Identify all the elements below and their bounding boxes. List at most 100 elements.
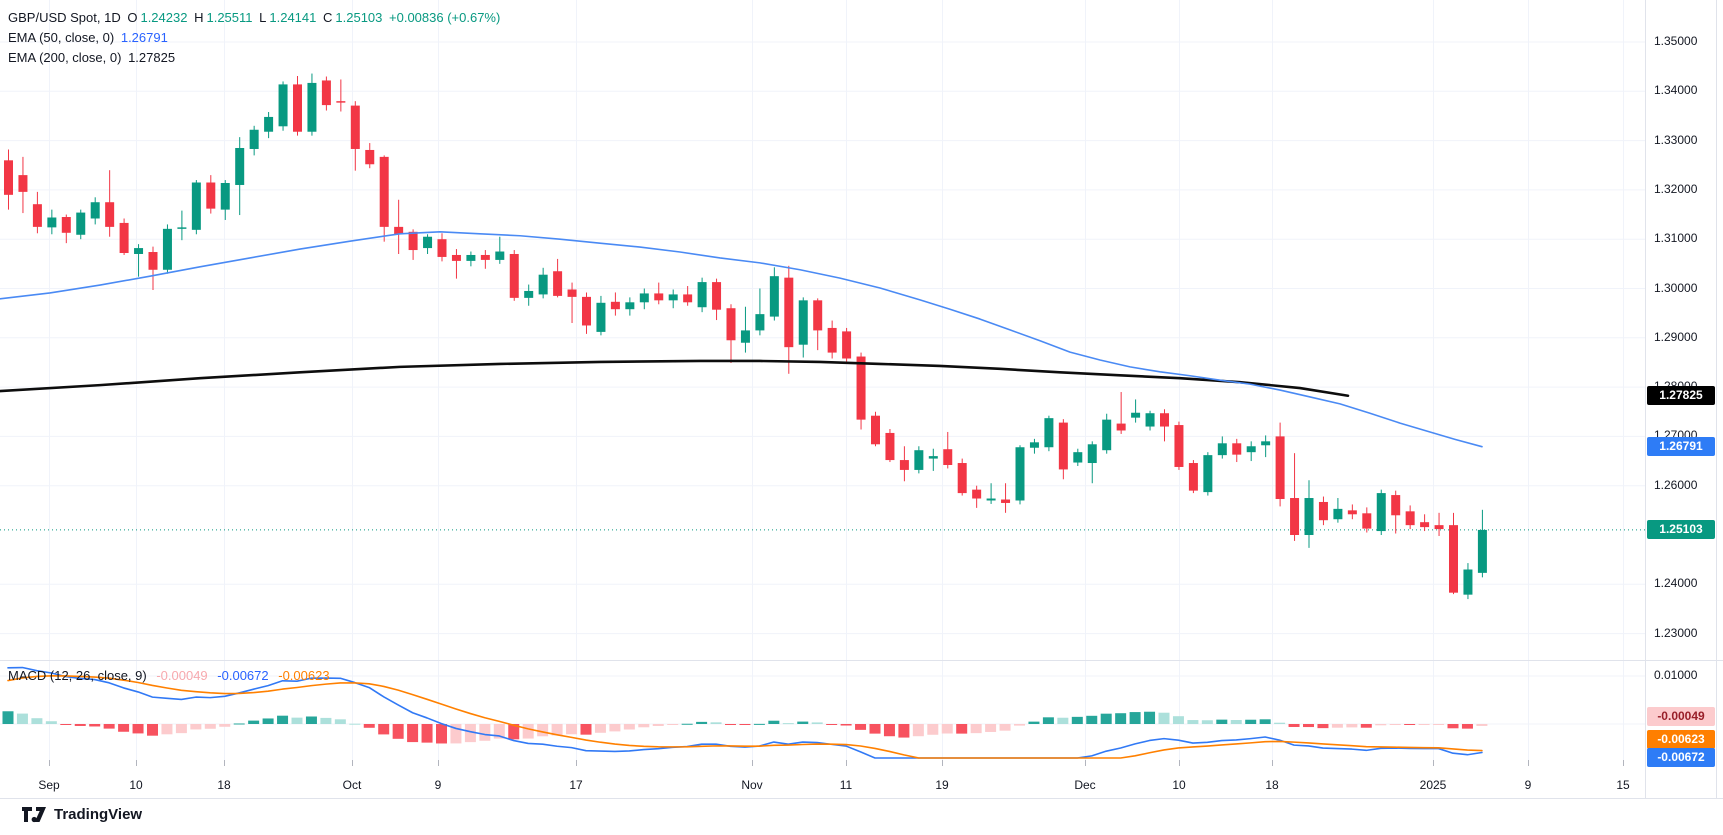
candle-body bbox=[625, 302, 635, 310]
macd-histogram-bar bbox=[1360, 724, 1372, 728]
candle-body bbox=[1261, 441, 1271, 446]
tradingview-logo-icon bbox=[22, 807, 46, 823]
macd-histogram-bar bbox=[190, 724, 202, 730]
macd-histogram-bar bbox=[609, 724, 621, 732]
macd-histogram-bar bbox=[436, 724, 447, 744]
candle-body bbox=[278, 84, 288, 127]
macd-histogram-bar bbox=[1115, 713, 1127, 724]
candle-body bbox=[1073, 452, 1083, 463]
candle-body bbox=[220, 182, 230, 210]
candle-body bbox=[1246, 446, 1256, 453]
candle-body bbox=[798, 300, 808, 345]
time-axis-label: 11 bbox=[839, 778, 853, 792]
macd-histogram-bar bbox=[31, 718, 43, 724]
candle-body bbox=[1232, 443, 1242, 455]
macd-histogram-bar bbox=[725, 724, 736, 725]
candle-body bbox=[755, 314, 765, 331]
candle-body bbox=[1391, 495, 1401, 516]
candle-body bbox=[148, 252, 158, 270]
candle-body bbox=[1318, 501, 1328, 521]
ema50-legend-row[interactable]: EMA (50, close, 0) 1.26791 bbox=[8, 28, 503, 48]
macd-histogram-bar bbox=[1086, 715, 1098, 724]
macd-histogram-bar bbox=[1331, 724, 1343, 728]
time-axis-label: Oct bbox=[342, 778, 362, 792]
candle-body bbox=[1029, 442, 1039, 448]
macd-histogram-bar bbox=[522, 724, 534, 739]
macd-histogram-bar bbox=[912, 724, 924, 737]
candle-body bbox=[639, 293, 649, 303]
ohlc-low-label: L bbox=[259, 10, 267, 25]
price-axis-label: 1.31000 bbox=[1654, 231, 1698, 246]
macd-histogram-bar bbox=[566, 724, 578, 735]
candle-body bbox=[1058, 422, 1068, 470]
macd-line bbox=[7, 666, 1483, 759]
macd-axis-label: 0.01000 bbox=[1654, 668, 1698, 682]
macd-histogram-bar bbox=[551, 724, 563, 736]
tradingview-logo[interactable]: TradingView bbox=[22, 806, 142, 823]
macd-histogram-bar bbox=[2, 711, 14, 724]
candle-body bbox=[1347, 510, 1357, 515]
candle-body bbox=[47, 217, 57, 228]
candle-body bbox=[726, 308, 736, 341]
candle-body bbox=[509, 253, 519, 298]
time-axis-label: Sep bbox=[38, 778, 60, 792]
symbol-legend-row[interactable]: GBP/USD Spot, 1D O 1.24232 H 1.25511 L 1.24… bbox=[8, 8, 503, 28]
candle-body bbox=[365, 149, 375, 165]
candle-body bbox=[553, 271, 563, 296]
candle-body bbox=[668, 294, 678, 301]
macd-histogram-bar bbox=[1418, 724, 1430, 725]
macd-histogram-bar bbox=[89, 724, 101, 727]
price-axis-label: 1.26000 bbox=[1654, 477, 1698, 492]
candle-body bbox=[610, 301, 620, 310]
macd-histogram-bar bbox=[1230, 719, 1242, 724]
macd-histogram-bar bbox=[898, 724, 910, 738]
price-axis-label: 1.29000 bbox=[1654, 329, 1698, 344]
candle-body bbox=[32, 204, 42, 227]
candle-body bbox=[596, 302, 606, 332]
candle-body bbox=[1203, 455, 1213, 493]
candle-body bbox=[871, 415, 880, 445]
ohlc-open-value: 1.24232 bbox=[140, 10, 188, 25]
candle-body bbox=[567, 289, 577, 297]
macd-histogram-bar bbox=[320, 717, 332, 724]
candle-body bbox=[1160, 413, 1169, 427]
time-axis-label: 9 bbox=[434, 778, 442, 792]
candle-body bbox=[697, 282, 707, 308]
ema200-legend-row[interactable]: EMA (200, close, 0) 1.27825 bbox=[8, 48, 503, 68]
candle-body bbox=[1275, 436, 1285, 500]
macd-histogram-bar bbox=[16, 713, 28, 724]
macd-histogram-bar bbox=[508, 724, 520, 740]
ohlc-low-value: 1.24141 bbox=[269, 10, 317, 25]
time-axis-label: 18 bbox=[217, 778, 231, 792]
candle-body bbox=[90, 202, 100, 219]
macd-histogram-bar bbox=[1187, 720, 1199, 724]
macd-histogram-bar bbox=[132, 724, 144, 734]
candle-body bbox=[813, 300, 823, 331]
macd-histogram-bar bbox=[161, 724, 173, 735]
macd-legend-row[interactable]: MACD (12, 26, close, 9) -0.00049 -0.0067… bbox=[8, 668, 336, 683]
macd-histogram-bar bbox=[985, 724, 997, 732]
candle-body bbox=[1015, 447, 1025, 501]
candle-body bbox=[1463, 569, 1473, 595]
macd-histogram-bar bbox=[869, 724, 881, 734]
macd-histogram-bar bbox=[248, 720, 260, 724]
time-axis-label: 9 bbox=[1524, 778, 1532, 792]
ema50-price-badge: 1.26791 bbox=[1647, 437, 1715, 457]
candle-body bbox=[784, 277, 794, 348]
tradingview-logo-text: TradingView bbox=[54, 806, 143, 823]
macd-histogram-bar bbox=[291, 717, 303, 724]
ema50-value: 1.26791 bbox=[120, 30, 168, 45]
candle-body bbox=[321, 80, 331, 106]
macd-histogram-bar bbox=[1172, 716, 1184, 724]
ema200-line bbox=[0, 359, 1350, 398]
candle-body bbox=[885, 432, 895, 461]
macd-histogram-bar bbox=[883, 724, 895, 737]
macd-histogram-bar bbox=[1100, 713, 1112, 724]
candle-body bbox=[1362, 513, 1372, 529]
time-axis[interactable] bbox=[0, 766, 1645, 798]
macd-histogram-bar bbox=[277, 715, 289, 724]
macd-histogram-bar bbox=[797, 721, 809, 724]
time-axis-label: 18 bbox=[1265, 778, 1279, 792]
